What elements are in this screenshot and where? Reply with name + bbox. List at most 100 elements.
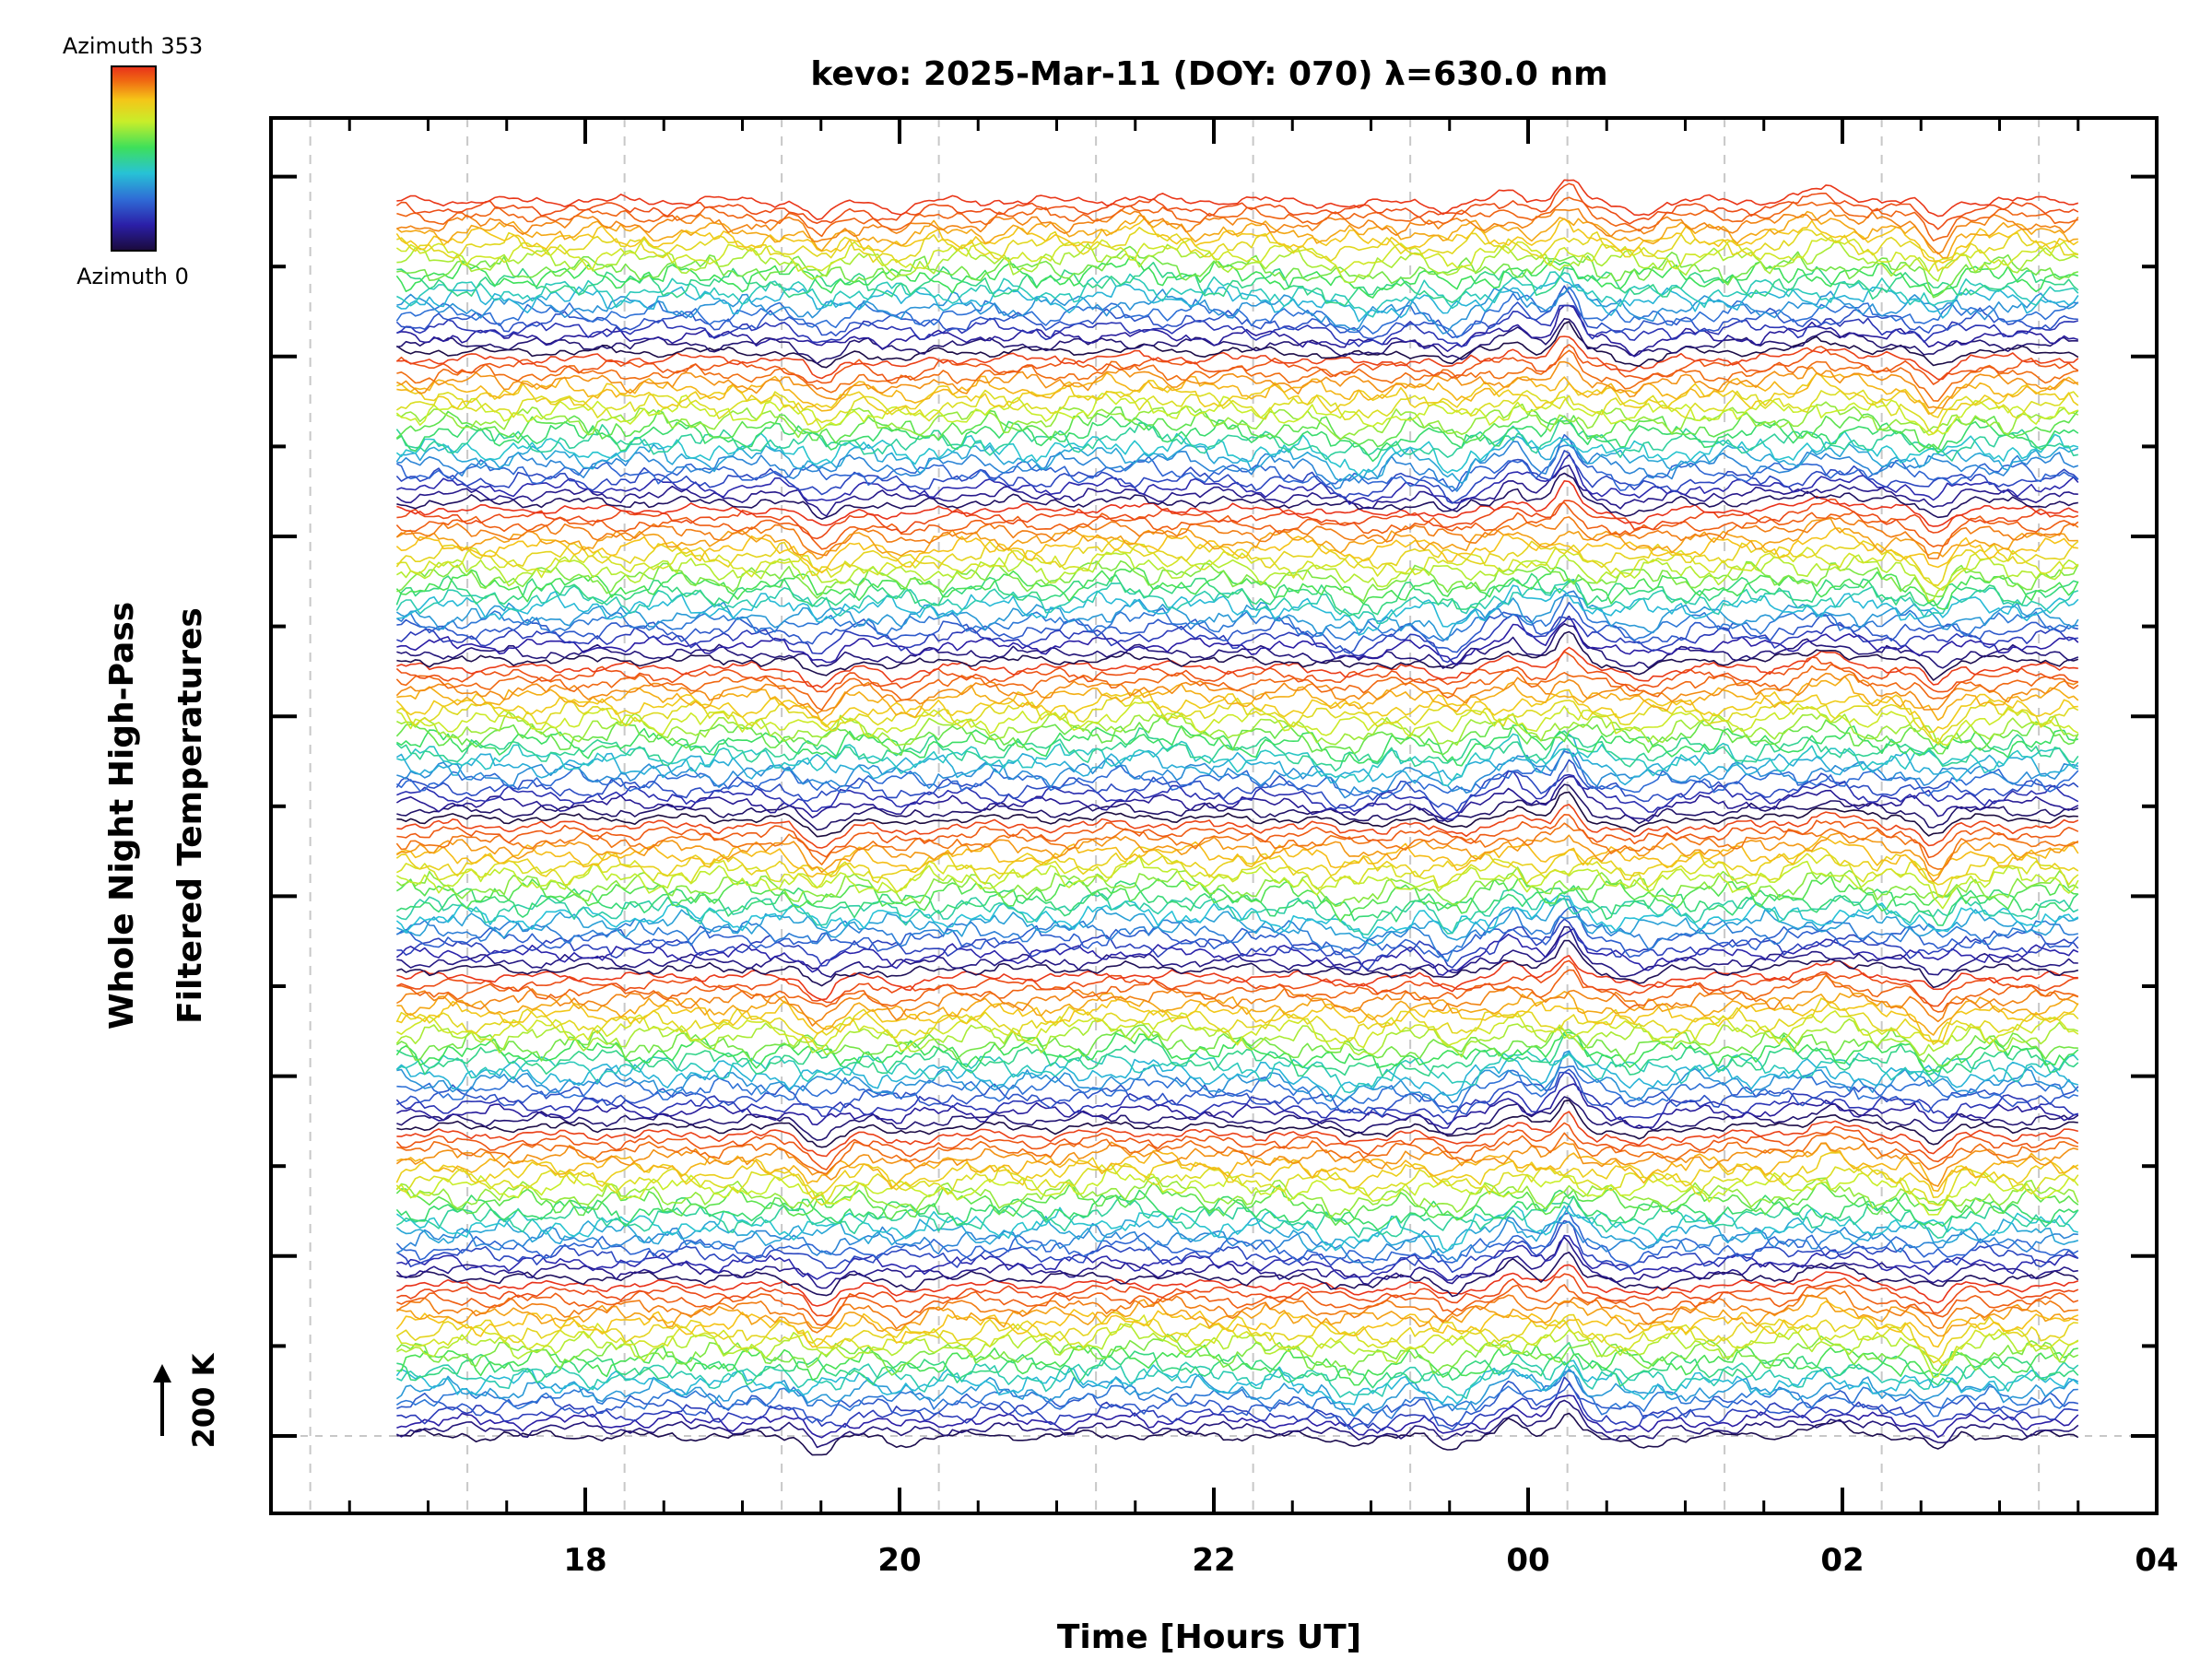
trace-line (395, 1300, 2079, 1348)
trace-line (395, 415, 2078, 462)
trace-line (395, 435, 2079, 484)
trace-line (396, 453, 2079, 505)
trace-line (395, 759, 2079, 813)
trace-line (396, 371, 2079, 415)
trace-line (395, 1212, 2079, 1267)
trace-line (395, 997, 2079, 1045)
trace-line (395, 1314, 2079, 1366)
trace-line (395, 501, 2079, 550)
trace-line (395, 516, 2079, 559)
trace-line (396, 304, 2079, 358)
trace-line (396, 207, 2079, 255)
trace-line (396, 733, 2079, 787)
x-tick-label: 20 (877, 1542, 921, 1579)
trace-line (396, 1294, 2078, 1337)
trace-line (396, 622, 2079, 669)
trace-line (396, 835, 2079, 878)
trace-line (396, 262, 2079, 307)
trace-line (395, 1182, 2079, 1226)
trace-line (396, 360, 2078, 409)
x-tick-label: 00 (1506, 1542, 1549, 1579)
trace-line (395, 688, 2078, 733)
trace-line (395, 389, 2079, 435)
trace-line (396, 284, 2079, 335)
trace-line (395, 906, 2079, 959)
trace-line (395, 210, 2078, 259)
trace-line (395, 875, 2078, 923)
plot-frame (269, 116, 2159, 1515)
trace-line (395, 1205, 2079, 1252)
trace-line (396, 783, 2079, 831)
trace-line (396, 939, 2079, 989)
trace-line (395, 572, 2079, 617)
trace-line (395, 321, 2079, 369)
trace-line (396, 543, 2079, 592)
trace-line (396, 1273, 2079, 1317)
trace-line (396, 701, 2079, 747)
trace-line (396, 240, 2079, 284)
x-tick-label: 22 (1192, 1542, 1235, 1579)
trace-line (395, 450, 2079, 504)
trace-line (396, 318, 2078, 365)
trace-line (395, 1018, 2079, 1058)
trace-line (396, 1264, 2079, 1307)
trace-line (396, 969, 2079, 1013)
x-tick-labels: 18 20 22 00 02 04 (563, 1542, 2178, 1579)
x-tick-label: 18 (563, 1542, 606, 1579)
scale-bar-label: 200 K (186, 1352, 221, 1448)
trace-line (396, 925, 2078, 978)
trace-line (396, 335, 2079, 381)
trace-line (395, 651, 2078, 693)
trace-line (396, 1252, 2079, 1298)
trace-line (396, 918, 2079, 971)
trace-line (396, 804, 2079, 849)
trace-line (396, 227, 2078, 272)
trace-line (396, 401, 2079, 441)
trace-line (396, 898, 2079, 947)
trace-line (396, 1284, 2079, 1326)
trace-line (395, 1122, 2079, 1171)
trace-line (396, 1033, 2079, 1077)
trace-line (395, 344, 2079, 385)
trace-line (395, 286, 2078, 339)
trace-line (395, 927, 2079, 976)
trace-line (395, 664, 2079, 711)
trace-line (396, 995, 2079, 1043)
trace-line (395, 893, 2079, 940)
trace-line (395, 750, 2079, 800)
trace-line (396, 1399, 2079, 1449)
trace-line (396, 304, 2078, 347)
trace-line (396, 472, 2078, 520)
trace-line (396, 1234, 2079, 1281)
trace-line (396, 1394, 2079, 1439)
trace-line (396, 724, 2079, 767)
y-axis-label-line1: Whole Night High-Pass (103, 602, 141, 1030)
x-axis-label: Time [Hours UT] (1057, 1618, 1361, 1656)
trace-line (396, 1194, 2079, 1239)
trace-line (396, 1412, 2079, 1456)
trace-line (396, 959, 2078, 1007)
trace-line (395, 1370, 2078, 1419)
trace-line (395, 465, 2078, 517)
trace-line (395, 1050, 2079, 1094)
trace-line (395, 1071, 2078, 1125)
trace-line (396, 196, 2078, 241)
trace-line (395, 831, 2078, 882)
trace-line (395, 537, 2079, 586)
trace-line (396, 615, 2079, 666)
trace-line (395, 236, 2079, 274)
trace-line (396, 179, 2079, 220)
trace-line (396, 955, 2078, 1001)
axis-ticks (271, 118, 2159, 1513)
colorbar-gradient (111, 65, 157, 252)
trace-line (396, 906, 2078, 962)
trace-line (396, 1099, 2078, 1148)
trace-line (395, 1287, 2078, 1334)
trace-line (395, 1333, 2079, 1376)
trace-line (396, 1111, 2079, 1158)
trace-line (396, 888, 2079, 935)
trace-line (396, 1219, 2079, 1274)
trace-line (396, 517, 2078, 560)
trace-line (395, 182, 2079, 230)
trace-line (396, 271, 2079, 318)
